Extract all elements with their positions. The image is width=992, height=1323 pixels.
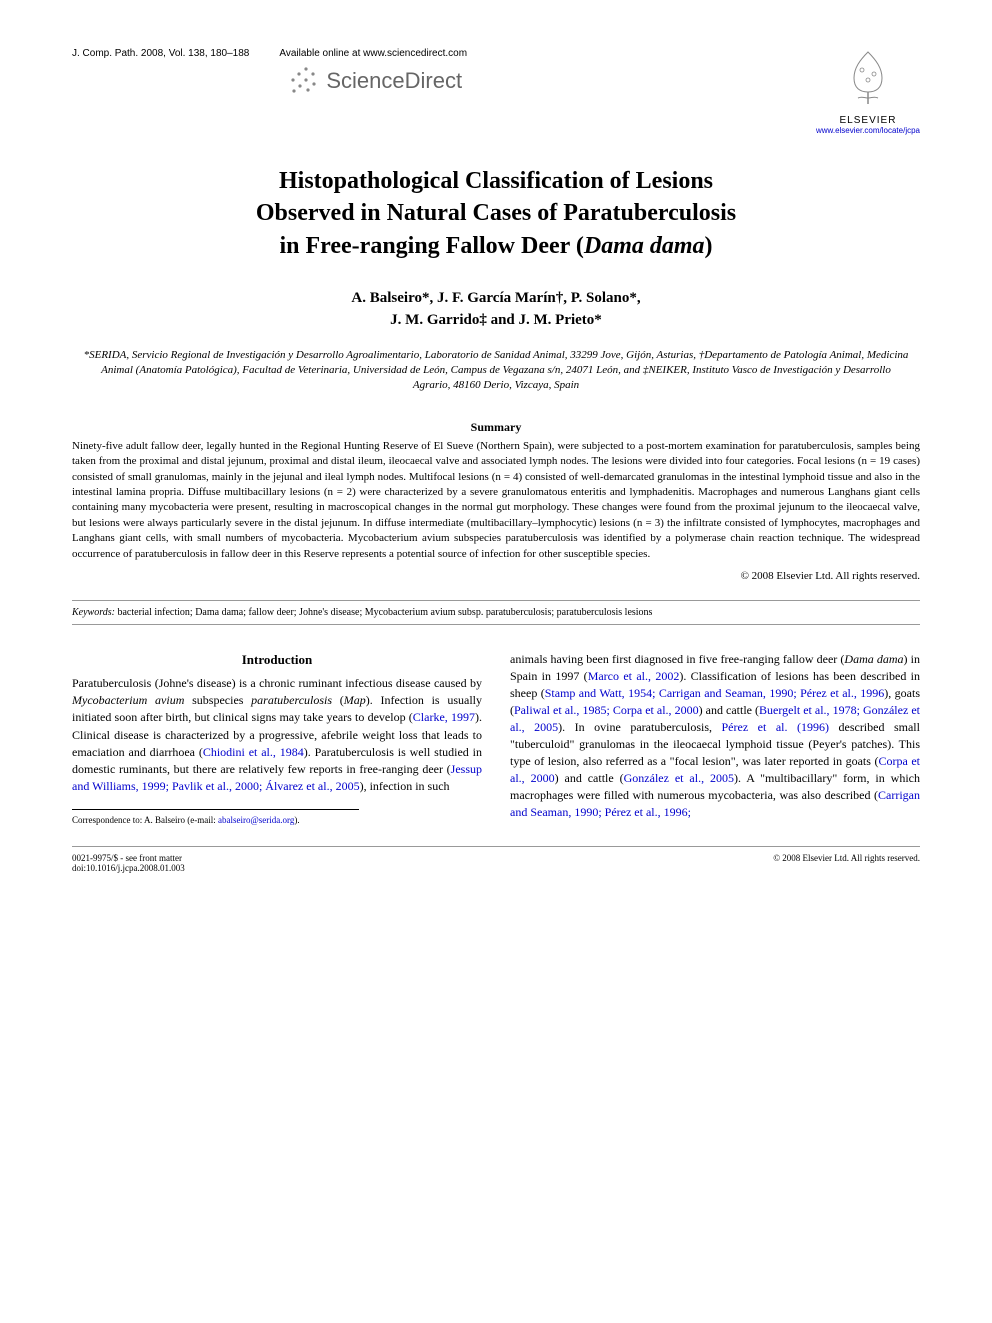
citation-link[interactable]: Clarke, 1997 — [413, 710, 475, 724]
page-header: J. Comp. Path. 2008, Vol. 138, 180–188 A… — [72, 48, 920, 135]
correspondence-email[interactable]: abalseiro@serida.org — [218, 815, 294, 825]
sciencedirect-wordmark: ScienceDirect — [326, 68, 462, 94]
footer-left: 0021-9975/$ - see front matter doi:10.10… — [72, 853, 185, 873]
body-columns: Introduction Paratuberculosis (Johne's d… — [72, 651, 920, 826]
authors-line2: J. M. Garrido‡ and J. M. Prieto* — [390, 312, 602, 328]
text: animals having been first diagnosed in f… — [510, 652, 844, 666]
header-left: J. Comp. Path. 2008, Vol. 138, 180–188 A… — [72, 48, 467, 99]
summary-copyright: © 2008 Elsevier Ltd. All rights reserved… — [72, 570, 920, 582]
keywords-block: Keywords: bacterial infection; Dama dama… — [72, 600, 920, 625]
footer-doi: doi:10.1016/j.jcpa.2008.01.003 — [72, 863, 185, 873]
citation-link[interactable]: Stamp and Watt, 1954; Carrigan and Seama… — [545, 686, 885, 700]
text: Paratuberculosis (Johne's disease) is a … — [72, 676, 482, 690]
affiliations: *SERIDA, Servicio Regional de Investigac… — [72, 348, 920, 394]
footer-front-matter: 0021-9975/$ - see front matter — [72, 853, 185, 863]
title-line3-close: ) — [705, 233, 713, 259]
abbr: Map — [344, 693, 366, 707]
correspondence-note: Correspondence to: A. Balseiro (e-mail: … — [72, 809, 359, 827]
citation-link[interactable]: Marco et al., 2002 — [588, 669, 680, 683]
authors-line1: A. Balseiro*, J. F. García Marín†, P. So… — [351, 290, 640, 306]
elsevier-label: ELSEVIER — [816, 115, 920, 126]
column-left: Introduction Paratuberculosis (Johne's d… — [72, 651, 482, 826]
correspondence-label: Correspondence to: A. Balseiro (e-mail: — [72, 815, 218, 825]
taxon: Mycobacterium avium — [72, 693, 184, 707]
text: subspecies — [184, 693, 251, 707]
intro-paragraph-left: Paratuberculosis (Johne's disease) is a … — [72, 675, 482, 794]
citation-link[interactable]: Chiodini et al., 1984 — [203, 745, 304, 759]
title-line3-italic: Dama dama — [584, 233, 705, 259]
text: ) and cattle ( — [699, 703, 759, 717]
taxon: Dama dama — [844, 652, 903, 666]
available-online-text: Available online at www.sciencedirect.co… — [279, 48, 467, 59]
column-right: animals having been first diagnosed in f… — [510, 651, 920, 826]
title-line3-plain: in Free-ranging Fallow Deer ( — [279, 233, 583, 259]
keywords-text: bacterial infection; Dama dama; fallow d… — [115, 607, 652, 618]
sciencedirect-block: Available online at www.sciencedirect.co… — [279, 48, 467, 99]
elsevier-url[interactable]: www.elsevier.com/locate/jcpa — [816, 126, 920, 135]
citation-link[interactable]: Paliwal et al., 1985; Corpa et al., 2000 — [514, 703, 699, 717]
text: ( — [332, 693, 344, 707]
text: ). In ovine paratuberculosis, — [558, 720, 721, 734]
footer-copyright: © 2008 Elsevier Ltd. All rights reserved… — [773, 853, 920, 873]
sciencedirect-dots-icon — [284, 63, 320, 99]
text: ) and cattle ( — [555, 771, 624, 785]
elsevier-block: ELSEVIER www.elsevier.com/locate/jcpa — [816, 48, 920, 135]
summary-text: Ninety-five adult fallow deer, legally h… — [72, 439, 920, 562]
page-footer: 0021-9975/$ - see front matter doi:10.10… — [72, 846, 920, 873]
sciencedirect-logo: ScienceDirect — [279, 63, 467, 99]
authors-block: A. Balseiro*, J. F. García Marín†, P. So… — [72, 288, 920, 332]
citation-link[interactable]: González et al., 2005 — [624, 771, 734, 785]
introduction-heading: Introduction — [72, 651, 482, 669]
title-line2: Observed in Natural Cases of Paratubercu… — [256, 200, 736, 226]
article-title: Histopathological Classification of Lesi… — [72, 165, 920, 262]
citation-link[interactable]: Pérez et al. (1996) — [722, 720, 829, 734]
title-line1: Histopathological Classification of Lesi… — [279, 168, 713, 194]
taxon: paratuberculosis — [251, 693, 332, 707]
text: ), infection in such — [360, 779, 450, 793]
intro-paragraph-right: animals having been first diagnosed in f… — [510, 651, 920, 821]
text: ). — [294, 815, 299, 825]
summary-heading: Summary — [72, 420, 920, 435]
elsevier-tree-icon — [840, 48, 896, 108]
keywords-label: Keywords: — [72, 607, 115, 618]
journal-reference: J. Comp. Path. 2008, Vol. 138, 180–188 — [72, 48, 249, 59]
